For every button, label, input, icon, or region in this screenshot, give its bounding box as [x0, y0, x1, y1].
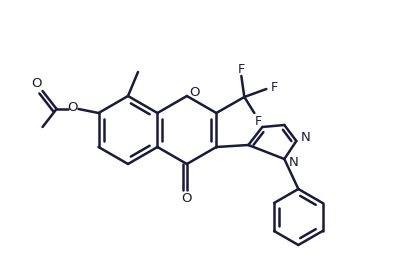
- Text: O: O: [31, 76, 42, 90]
- Text: F: F: [271, 81, 278, 93]
- Text: N: N: [301, 130, 310, 143]
- Text: O: O: [182, 192, 192, 205]
- Text: N: N: [288, 157, 298, 170]
- Text: O: O: [67, 101, 78, 113]
- Text: F: F: [238, 63, 245, 76]
- Text: O: O: [189, 86, 200, 98]
- Text: F: F: [255, 115, 262, 128]
